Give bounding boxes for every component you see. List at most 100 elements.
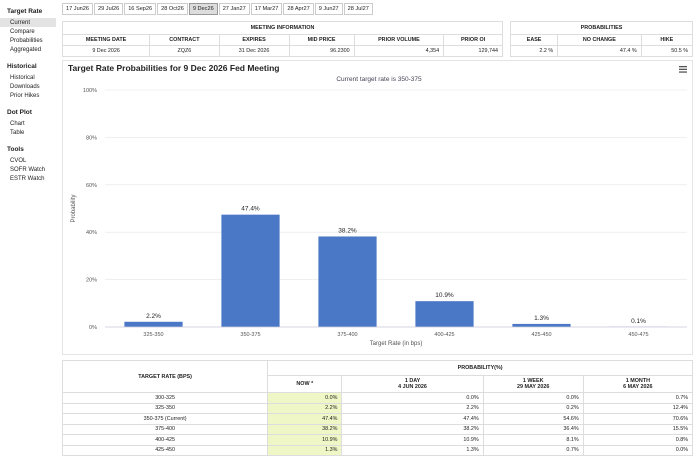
y-tick-label: 80% (86, 135, 97, 141)
meeting-info: MEETING INFORMATION MEETING DATE CONTRACT E… (61, 21, 503, 57)
tab[interactable]: 28 Jul27 (343, 3, 373, 15)
chart-panel: Target Rate Probabilities for 9 Dec 2026… (62, 60, 693, 355)
value-label: 1.3% (534, 315, 549, 322)
sidebar-item[interactable]: ESTR Watch (10, 175, 45, 182)
value-label: 10.9% (435, 292, 454, 299)
column-header: MEETING DATE (61, 34, 151, 46)
column-header: NOW * (267, 375, 343, 393)
chart-subtitle: Current target rate is 350-375 (336, 76, 422, 83)
tab[interactable]: 17 Jun26 (62, 3, 94, 15)
sidebar-item[interactable]: Compare (10, 28, 35, 35)
sidebar-item[interactable]: Probabilities (10, 37, 43, 44)
row: 425-450 1.3% 1.3% 0.7% 0.0% (61, 444, 694, 456)
sidebar-item[interactable]: Table (10, 129, 25, 136)
cell: 0.0% (582, 444, 694, 456)
column-date: 29 MAY 2026 (516, 384, 550, 390)
tab[interactable]: 17 Mar27 (250, 3, 283, 15)
cell: 1.3% (267, 444, 343, 456)
column-label: 1 MONTH (625, 378, 650, 384)
cell: 36.4% (482, 423, 584, 435)
sidebar-item[interactable]: Aggregated (10, 46, 42, 53)
column-header: HIKE (640, 34, 694, 46)
cell: 0.0% (341, 392, 484, 404)
cell: 325-350 (61, 402, 269, 414)
sidebar-section: Historical (7, 63, 37, 70)
bar (318, 236, 377, 327)
sidebar-item[interactable]: Current (0, 18, 56, 27)
cell: 300-325 (61, 392, 269, 404)
table-title: PROBABILITIES (510, 21, 693, 35)
y-tick-label: 40% (86, 230, 97, 236)
cell: 425-450 (61, 444, 269, 456)
column-date: 6 MAY 2026 (623, 384, 653, 390)
cell: 10.9% (267, 434, 343, 446)
y-tick-label: 100% (83, 88, 97, 94)
cell: 0.7% (482, 444, 584, 456)
x-axis-label: Target Rate (in bps) (370, 341, 423, 347)
sidebar-section: Target Rate (7, 8, 43, 15)
sidebar-section: Dot Plot (7, 109, 32, 116)
row: MEETING INFORMATION (62, 21, 503, 35)
cell: 0.8% (582, 434, 694, 446)
tab[interactable]: 9 Jun27 (314, 3, 343, 15)
y-tick-label: 20% (86, 278, 97, 284)
cell: 0.0% (482, 392, 584, 404)
table-title: MEETING INFORMATION (62, 21, 503, 35)
cell: 375-400 (61, 423, 269, 435)
row: 400-425 10.9% 10.9% 8.1% 0.8% (61, 434, 694, 446)
column-label: NOW * (296, 381, 314, 387)
tab[interactable]: 16 Sep26 (124, 3, 157, 15)
x-tick-label: 350-375 (240, 332, 260, 338)
probabilities: PROBABILITIES EASE NO CHANGE HIKE 2.2 % 47.4 … (509, 21, 694, 57)
y-tick-label: 60% (86, 183, 97, 189)
sidebar-item[interactable]: CVOL (10, 157, 27, 164)
cell: 1.3% (341, 444, 484, 456)
column-header: PRIOR OI (443, 34, 503, 46)
column-header: 1 WEEK 29 MAY 2026 (482, 375, 584, 393)
bar (415, 301, 474, 327)
cell: 9 Dec 2026 (61, 45, 151, 57)
bar (512, 323, 571, 327)
cell: 0.2% (482, 402, 584, 414)
column-header: 1 DAY 4 JUN 2026 (341, 375, 484, 393)
history-table: TARGET RATE (BPS) PROBABILITY(%) NOW * 1 DA… (61, 360, 694, 456)
cell: 50.5 % (640, 45, 694, 57)
header-row: EASE NO CHANGE HIKE (509, 34, 694, 46)
sidebar-item[interactable]: Downloads (10, 83, 40, 90)
row: PROBABILITIES (510, 21, 693, 35)
tab[interactable]: 29 Jul26 (94, 3, 124, 15)
column-header: NO CHANGE (557, 34, 642, 46)
cell: 400-425 (61, 434, 269, 446)
cell: 8.1% (482, 434, 584, 446)
y-tick-label: 0% (89, 325, 97, 331)
y-axis-label: Probability (71, 194, 77, 222)
sidebar: Target Rate Current Compare Probabilities Ag… (0, 3, 58, 183)
sidebar-item[interactable]: SOFR Watch (10, 166, 46, 173)
group-header: PROBABILITY(%) (267, 360, 693, 376)
tab[interactable]: 27 Jan27 (218, 3, 250, 15)
tab[interactable]: 9 Dec26 (188, 3, 218, 15)
cell: 15.5% (582, 423, 694, 435)
sidebar-item[interactable]: Chart (10, 120, 25, 127)
chart-title: Target Rate Probabilities for 9 Dec 2026… (68, 63, 279, 73)
cell: 38.2% (341, 423, 484, 435)
row: 300-325 0.0% 0.0% 0.0% 0.7% (61, 392, 694, 404)
tabs: 17 Jun26 29 Jul26 16 Sep26 28 Oct26 9 Dec26 2… (62, 3, 374, 15)
cell: ZQZ6 (149, 45, 220, 57)
x-tick-label: 450-475 (628, 332, 648, 338)
bar (221, 214, 280, 327)
row: 325-350 2.2% 2.2% 0.2% 12.4% (61, 402, 694, 414)
tab[interactable]: 28 Apr27 (283, 3, 314, 15)
cell: 47.4% (267, 413, 343, 425)
cell: 129,744 (443, 45, 503, 57)
menu-icon (679, 71, 687, 73)
tab[interactable]: 28 Oct26 (157, 3, 188, 15)
chart: Target Rate Probabilities for 9 Dec 2026… (68, 63, 687, 347)
sidebar-item[interactable]: Historical (10, 74, 35, 81)
cell: 12.4% (582, 402, 694, 414)
row: 9 Dec 2026 ZQZ6 31 Dec 2026 96.2300 4,354 129… (61, 45, 503, 57)
column-date: 4 JUN 2026 (398, 384, 427, 390)
sidebar-item[interactable]: Prior Hikes (10, 92, 40, 99)
cell: 96.2300 (288, 45, 355, 57)
